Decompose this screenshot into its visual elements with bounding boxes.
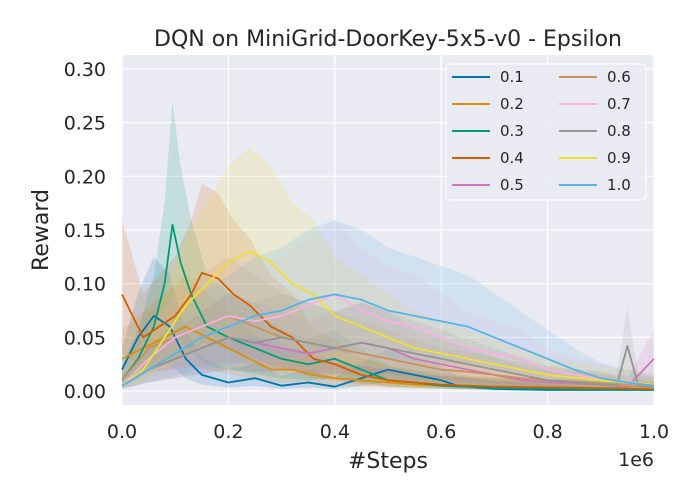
legend-label-1.0: 1.0 [607,176,631,194]
series-line-0.9 [121,250,655,387]
series-band-0.7 [122,220,654,389]
legend-label-0.3: 0.3 [500,122,524,140]
legend: 0.1 0.2 0.3 0.4 0.5 0.6 0.7 0.8 0.9 1.0 [445,63,647,201]
x-tick-label: 0.4 [320,421,350,443]
series-line-0.4 [121,272,655,390]
x-tick-label: 0.8 [532,421,562,443]
y-tick-label: 0.00 [64,381,106,403]
legend-label-0.8: 0.8 [607,122,631,140]
series-band-0.4 [122,183,654,391]
legend-box [445,63,647,201]
y-tick-label: 0.10 [64,274,106,296]
x-tick-label: 0.2 [213,421,243,443]
y-tick-label: 0.05 [64,327,106,349]
y-tick-labels: 0.00 0.05 0.10 0.15 0.20 0.25 0.30 [64,59,106,403]
series-lines [121,223,655,391]
series-line-1.0 [121,293,655,387]
x-tick-labels: 0.0 0.2 0.4 0.6 0.8 1.0 [107,421,669,443]
series-line-0.3 [121,223,655,391]
x-axis-title: #Steps [348,449,428,474]
x-tick-label: 1.0 [639,421,669,443]
legend-label-0.5: 0.5 [500,176,524,194]
series-band-0.5 [122,293,654,390]
y-axis-title: Reward [29,189,54,271]
series-band-0.1 [122,256,654,391]
series-band-0.3 [122,101,654,391]
legend-label-0.9: 0.9 [607,149,631,167]
legend-label-0.7: 0.7 [607,95,631,113]
y-tick-label: 0.30 [64,59,106,81]
series-line-0.7 [121,293,655,387]
y-tick-label: 0.25 [64,113,106,135]
series-band-0.9 [122,147,654,389]
legend-label-0.2: 0.2 [500,95,524,113]
y-tick-label: 0.15 [64,220,106,242]
legend-label-0.1: 0.1 [500,68,524,86]
legend-label-0.4: 0.4 [500,149,524,167]
chart-title: DQN on MiniGrid-DoorKey-5x5-v0 - Epsilon [154,27,622,52]
y-tick-label: 0.20 [64,166,106,188]
legend-label-0.6: 0.6 [607,68,631,86]
x-tick-label: 0.0 [107,421,137,443]
series-band-1.0 [122,220,654,389]
x-tick-label: 0.6 [426,421,456,443]
x-offset-label: 1e6 [618,449,654,471]
series-band-0.8 [122,293,654,390]
series-band-0.6 [122,256,654,390]
series-line-0.8 [121,336,655,388]
